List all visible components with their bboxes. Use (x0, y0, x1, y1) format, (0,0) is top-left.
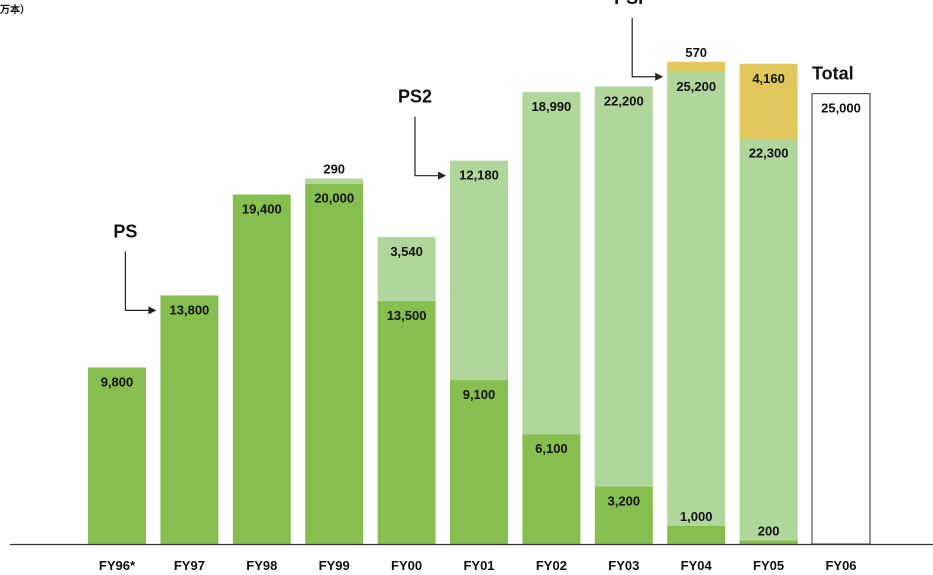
data-label-ps-fy01: 9,100 (463, 387, 496, 402)
x-tick-fy98: FY98 (246, 558, 277, 573)
bar-psp-fy05 (739, 63, 798, 139)
data-label-ps-fy03: 3,200 (608, 493, 641, 508)
annotation-ps: PS (113, 221, 137, 241)
bar-ps-fy04 (667, 525, 726, 544)
bar-ps-fy96 (88, 367, 146, 544)
bar-ps2-fy99 (305, 178, 364, 184)
data-label-ps-fy99: 20,000 (314, 191, 354, 206)
data-label-ps2-fy03: 22,200 (604, 93, 644, 108)
annotation-total: Total (812, 64, 854, 84)
bar-ps2-fy01 (450, 160, 508, 381)
annotation-ps2: PS2 (398, 87, 432, 107)
bar-ps-fy02 (522, 434, 581, 544)
bar-total-fy06 (811, 93, 871, 545)
data-label-ps2-fy04: 25,200 (676, 79, 716, 94)
bar-ps2-fy02 (522, 92, 581, 435)
x-tick-fy99: FY99 (319, 558, 350, 573)
bar-ps2-fy03 (594, 86, 653, 487)
data-label-psp-fy04: 570 (685, 45, 707, 60)
data-label-ps-fy97: 13,800 (170, 302, 210, 317)
x-tick-fy05: FY05 (753, 558, 784, 573)
data-label-ps2-fy00: 3,540 (390, 244, 423, 259)
annotation-arrow-ps (124, 251, 157, 315)
annotation-arrow-ps2 (414, 116, 446, 180)
x-tick-fy97: FY97 (174, 558, 205, 573)
x-tick-fy96: FY96* (99, 558, 136, 573)
bar-ps-fy99 (305, 183, 364, 545)
annotations-layer: PS PS2 PSP Total (113, 0, 854, 315)
value-labels-layer: 9,800 13,800 19,400 20,000 290 13,500 3,540 9,1… (101, 45, 861, 539)
bar-ps2-fy00 (377, 237, 436, 301)
x-tick-fy03: FY03 (608, 558, 639, 573)
x-tick-labels: FY96* FY97 FY98 FY99 FY00 FY01 FY02 FY03 FY04 FY0… (99, 558, 857, 573)
unit-label: 万本） (0, 3, 30, 16)
x-tick-fy01: FY01 (463, 558, 494, 573)
data-label-psp-fy05: 4,160 (752, 71, 785, 86)
x-tick-fy04: FY04 (681, 558, 713, 573)
data-label-ps2-fy99: 290 (323, 162, 345, 177)
data-label-ps2-fy01: 12,180 (459, 168, 499, 183)
annotation-psp: PSP (614, 0, 650, 8)
annotation-arrow-psp (631, 17, 664, 81)
bar-ps-fy05 (739, 540, 798, 544)
data-label-total-fy06: 25,000 (821, 101, 861, 116)
x-tick-fy00: FY00 (391, 558, 422, 573)
data-label-ps-fy00: 13,500 (387, 308, 427, 323)
data-label-ps-fy96: 9,800 (101, 374, 134, 389)
bar-ps2-fy04 (667, 72, 726, 526)
data-label-ps2-fy05: 22,300 (749, 146, 789, 161)
bar-ps-fy97 (160, 295, 219, 544)
bars-layer (88, 61, 871, 545)
data-label-ps-fy05: 200 (758, 523, 780, 538)
bar-ps-fy00 (377, 300, 436, 544)
bar-ps-fy98 (232, 194, 291, 544)
x-tick-fy06: FY06 (825, 558, 856, 573)
bar-psp-fy04 (667, 61, 726, 73)
bar-ps-fy03 (594, 486, 653, 544)
data-label-ps2-fy02: 18,990 (532, 99, 572, 114)
data-label-ps-fy98: 19,400 (242, 202, 282, 217)
data-label-ps-fy02: 6,100 (535, 441, 568, 456)
bar-ps-fy01 (450, 380, 508, 544)
data-label-ps-fy04: 1,000 (680, 509, 713, 524)
bar-ps2-fy05 (739, 138, 798, 541)
x-tick-fy02: FY02 (536, 558, 567, 573)
